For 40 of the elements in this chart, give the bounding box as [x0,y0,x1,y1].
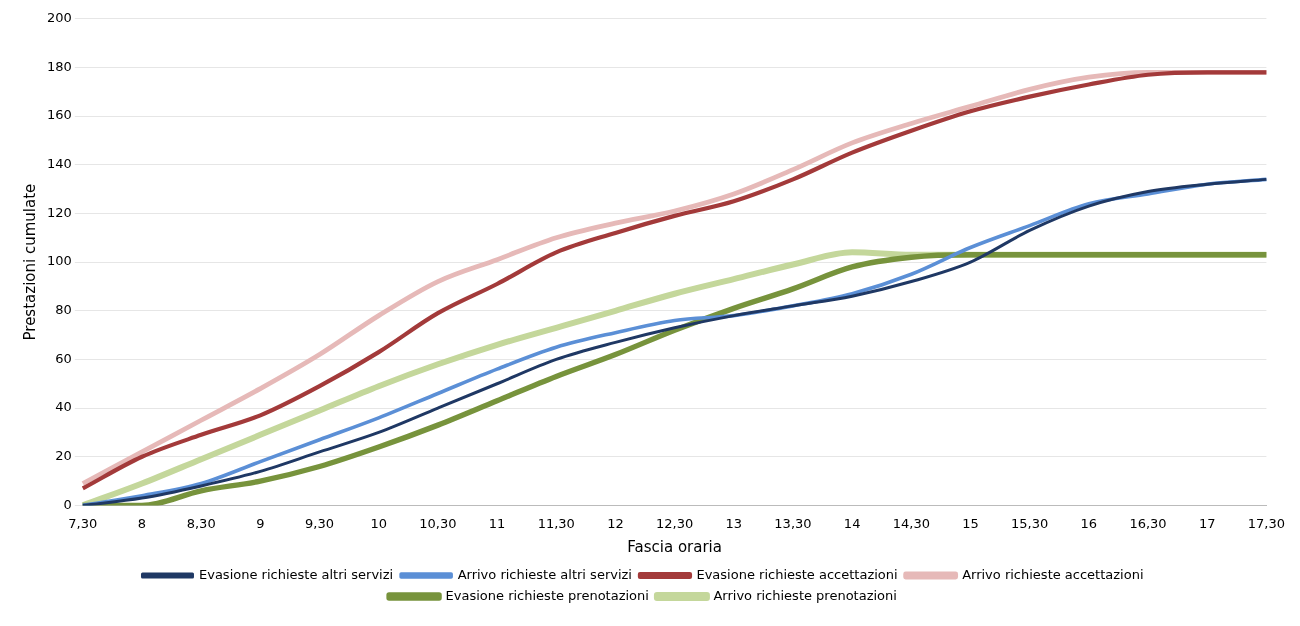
legend-label: Arrivo richieste accettazioni [962,566,1144,582]
x-tick-label: 15,30 [1011,515,1049,531]
x-tick-label: 15 [962,515,979,531]
x-tick-label: 8,30 [186,515,216,531]
legend-label: Evasione richieste altri servizi [198,566,394,582]
legend-label: Evasione richieste prenotazioni [445,587,649,603]
x-tick-label: 7,30 [68,515,98,531]
y-tick-label: 140 [46,156,72,172]
x-tick-label: 12,30 [655,515,694,531]
x-tick-label: 11 [488,515,506,531]
x-axis-title: Fascia oraria [627,537,722,556]
x-tick-label: 16,30 [1129,515,1167,531]
y-tick-label: 40 [55,399,72,415]
y-tick-label: 160 [46,107,72,123]
x-tick-label: 9,30 [305,515,335,531]
legend-label: Arrivo richieste prenotazioni [713,587,897,603]
x-tick-label: 13 [725,515,743,531]
x-tick-label: 8 [137,515,147,531]
y-tick-label: 60 [55,350,72,366]
y-tick-label: 200 [46,10,72,26]
x-tick-label: 10,30 [419,515,457,531]
y-tick-label: 20 [55,448,72,464]
x-tick-label: 11,30 [537,515,575,531]
y-tick-label: 100 [46,253,72,269]
x-tick-label: 13,30 [774,515,812,531]
legend-label: Arrivo richieste altri servizi [457,566,632,582]
y-tick-label: 80 [55,302,72,318]
x-tick-label: 14,30 [892,515,930,531]
y-tick-label: 180 [46,58,72,74]
legend-label: Evasione richieste accettazioni [696,566,898,582]
x-tick-label: 17,30 [1247,515,1285,531]
x-tick-label: 10 [370,515,387,531]
x-tick-label: 14 [843,515,861,531]
y-axis-title: Prestazioni cumulate [20,183,39,341]
x-tick-label: 17 [1198,515,1216,531]
x-tick-label: 12 [607,515,624,531]
x-tick-label: 16 [1080,515,1098,531]
y-tick-label: 120 [46,204,72,220]
x-tick-label: 9 [256,515,265,531]
y-tick-label: 0 [63,496,72,512]
